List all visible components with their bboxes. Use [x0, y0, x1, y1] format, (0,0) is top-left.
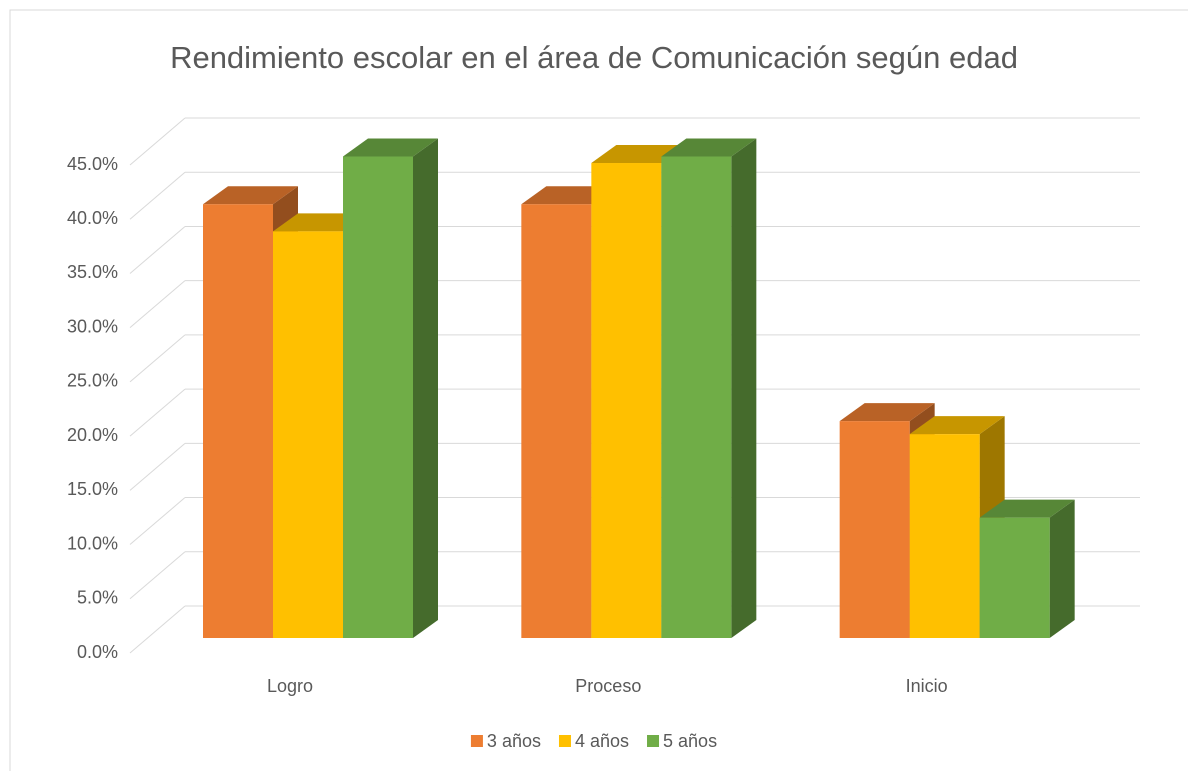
bar-top	[839, 403, 935, 422]
chart-title: Rendimiento escolar en el área de Comuni…	[170, 40, 1018, 75]
bar	[591, 163, 662, 638]
bar-top	[343, 138, 438, 157]
grid-line-side	[129, 605, 186, 654]
x-tick-label: Proceso	[575, 676, 641, 696]
legend-swatch	[470, 735, 483, 747]
bar-side	[413, 138, 438, 639]
bar-top	[979, 499, 1075, 518]
legend-swatch	[647, 735, 660, 747]
bar	[661, 156, 732, 639]
chart-border	[9, 9, 1188, 771]
bar	[909, 434, 980, 638]
y-tick-label: 30.0%	[67, 316, 118, 336]
grid-line-side	[129, 226, 186, 274]
y-tick-label: 0.0%	[77, 642, 118, 662]
grid-line-side	[129, 497, 186, 545]
y-tick-label: 40.0%	[67, 208, 118, 228]
grid-line-side	[129, 551, 186, 600]
legend-swatch	[558, 735, 571, 747]
bar	[343, 156, 413, 639]
bar-top	[203, 186, 298, 205]
bar	[521, 204, 592, 638]
grid-line-side	[129, 280, 186, 329]
grid-line-side	[129, 171, 186, 220]
legend-label: 3 años	[487, 731, 541, 751]
grid-line-side	[129, 442, 186, 491]
y-tick-label: 10.0%	[67, 533, 118, 553]
bar	[839, 421, 910, 638]
grid-line-side	[129, 117, 186, 166]
grid-line-side	[129, 334, 186, 383]
x-tick-label: Logro	[267, 676, 313, 696]
y-tick-label: 25.0%	[67, 371, 118, 391]
y-tick-label: 45.0%	[67, 154, 118, 174]
bar-top	[909, 416, 1005, 435]
bar-top	[661, 138, 757, 157]
bar-side	[731, 138, 757, 639]
legend: 3 años 4 años 5 años	[470, 731, 717, 751]
y-tick-label: 20.0%	[67, 425, 118, 445]
legend-label: 5 años	[663, 731, 717, 751]
legend-label: 4 años	[575, 731, 629, 751]
y-tick-label: 5.0%	[77, 588, 118, 608]
y-tick-label: 35.0%	[67, 262, 118, 282]
grid-line-side	[129, 388, 186, 437]
bar	[203, 204, 273, 638]
bar-side	[1049, 499, 1075, 638]
x-tick-label: Inicio	[906, 676, 948, 696]
bar	[979, 517, 1050, 638]
bar	[273, 231, 343, 639]
y-tick-label: 15.0%	[67, 479, 118, 499]
